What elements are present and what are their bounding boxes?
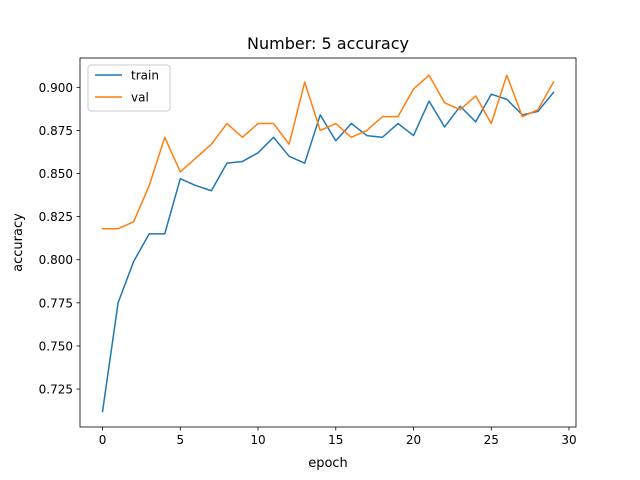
chart-title: Number: 5 accuracy [247,34,409,53]
series-line-val [101,74,555,230]
x-tick-label: 5 [176,433,184,447]
x-tick-label: 0 [99,433,107,447]
legend: train val [87,64,171,112]
x-tick-label: 25 [484,433,499,447]
y-tick-label: 0.750 [39,339,73,353]
plot-lines [101,74,555,413]
x-axis-label: epoch [308,456,348,471]
y-axis-label: accuracy [11,213,26,272]
x-axis-ticks: 0 5 10 15 20 25 30 [99,427,577,447]
series-line-train [101,91,555,413]
x-tick-label: 10 [250,433,265,447]
x-tick-label: 15 [328,433,343,447]
y-tick-label: 0.850 [39,167,73,181]
y-tick-label: 0.725 [39,383,73,397]
x-tick-label: 30 [561,433,576,447]
y-axis-ticks: 0.725 0.750 0.775 0.800 0.825 0.850 0.875 0.900 [39,81,80,397]
y-tick-label: 0.900 [39,81,73,95]
y-tick-label: 0.825 [39,210,73,224]
y-tick-label: 0.775 [39,296,73,310]
legend-label-train: train [131,69,159,83]
y-tick-label: 0.800 [39,253,73,267]
plot-area-frame [79,57,577,428]
legend-box [87,64,171,112]
x-tick-label: 20 [406,433,421,447]
legend-label-val: val [131,91,149,105]
y-tick-label: 0.875 [39,124,73,138]
